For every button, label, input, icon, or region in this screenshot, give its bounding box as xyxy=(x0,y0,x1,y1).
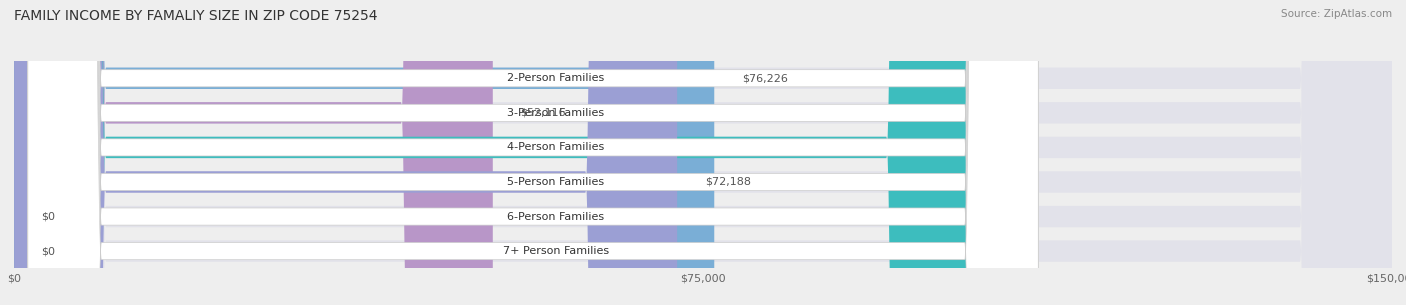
FancyBboxPatch shape xyxy=(14,0,1392,305)
Text: FAMILY INCOME BY FAMALIY SIZE IN ZIP CODE 75254: FAMILY INCOME BY FAMALIY SIZE IN ZIP COD… xyxy=(14,9,378,23)
Text: 5-Person Families: 5-Person Families xyxy=(508,177,605,187)
FancyBboxPatch shape xyxy=(28,0,1038,305)
Text: 3-Person Families: 3-Person Families xyxy=(508,108,605,118)
FancyBboxPatch shape xyxy=(28,0,1038,305)
FancyBboxPatch shape xyxy=(14,0,1392,305)
FancyBboxPatch shape xyxy=(14,0,1392,305)
Text: $0: $0 xyxy=(42,246,56,256)
FancyBboxPatch shape xyxy=(28,0,1038,305)
FancyBboxPatch shape xyxy=(28,0,1038,305)
Text: $0: $0 xyxy=(42,212,56,221)
FancyBboxPatch shape xyxy=(14,0,979,305)
FancyBboxPatch shape xyxy=(28,0,1038,305)
Text: 7+ Person Families: 7+ Person Families xyxy=(503,246,609,256)
FancyBboxPatch shape xyxy=(14,0,492,305)
FancyBboxPatch shape xyxy=(28,0,1038,305)
FancyBboxPatch shape xyxy=(14,0,1392,305)
Text: 4-Person Families: 4-Person Families xyxy=(508,142,605,152)
Text: Source: ZipAtlas.com: Source: ZipAtlas.com xyxy=(1281,9,1392,19)
Text: $72,188: $72,188 xyxy=(704,177,751,187)
Text: $76,226: $76,226 xyxy=(742,73,787,83)
FancyBboxPatch shape xyxy=(14,0,678,305)
Text: $104,953: $104,953 xyxy=(893,142,950,152)
Text: $52,116: $52,116 xyxy=(520,108,567,118)
FancyBboxPatch shape xyxy=(14,0,1392,305)
FancyBboxPatch shape xyxy=(14,0,714,305)
FancyBboxPatch shape xyxy=(14,0,1392,305)
Text: 2-Person Families: 2-Person Families xyxy=(508,73,605,83)
Text: 6-Person Families: 6-Person Families xyxy=(508,212,605,221)
